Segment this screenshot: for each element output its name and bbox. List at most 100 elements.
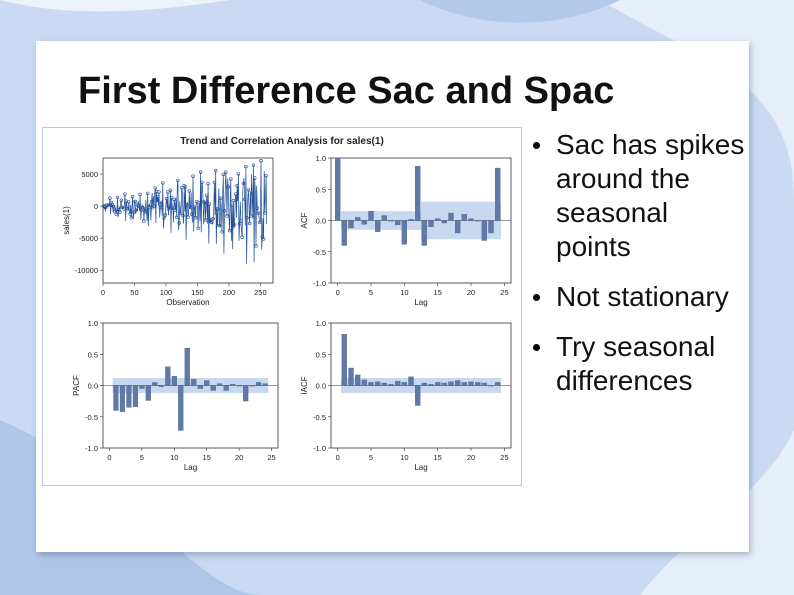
series-x-tick-label: 100 <box>160 288 173 297</box>
series-point <box>115 195 120 200</box>
iacf-bar <box>481 382 487 386</box>
bullet-item: Try seasonal differences <box>530 330 745 398</box>
series-point <box>256 211 261 216</box>
bullet-text: Not stationary <box>556 281 729 312</box>
series-point <box>227 228 232 233</box>
series-point <box>235 183 239 188</box>
iacf-y-tick-label: 0.0 <box>316 382 326 391</box>
series-point <box>206 181 210 186</box>
series-point <box>239 219 243 223</box>
iacf-bar <box>348 367 354 386</box>
iacf-y-tick-label: 1.0 <box>316 319 326 328</box>
acf-y-axis-label: ACF <box>300 212 309 228</box>
acf-bar <box>461 214 467 221</box>
iacf-bar <box>441 382 447 386</box>
series-point <box>211 216 215 221</box>
series-point <box>217 223 222 228</box>
series-x-tick-label: 0 <box>101 288 105 297</box>
series-point <box>111 204 116 209</box>
series-point <box>148 203 152 208</box>
series-point <box>157 190 161 194</box>
pacf-y-tick-label: 0.0 <box>88 382 98 391</box>
acf-bar <box>395 220 401 226</box>
series-point <box>225 214 229 218</box>
series-point <box>105 203 110 207</box>
series-point <box>130 194 135 199</box>
pacf-bar <box>243 385 249 402</box>
pacf-x-tick-label: 5 <box>140 453 144 462</box>
series-y-axis-label: sales(1) <box>62 206 71 235</box>
series-point <box>258 220 262 225</box>
series-point <box>169 195 174 200</box>
acf-bar <box>421 220 427 246</box>
acf-bar <box>368 210 374 221</box>
figure-title: Trend and Correlation Analysis for sales… <box>180 136 384 147</box>
pacf-bar <box>262 383 268 386</box>
pacf-bar <box>152 382 158 386</box>
iacf-bar <box>341 334 347 386</box>
iacf-bar <box>495 382 501 386</box>
acf-bar <box>408 219 414 221</box>
iacf-x-tick-label: 10 <box>400 453 408 462</box>
iacf-y-axis-label: IACF <box>300 376 309 394</box>
pacf-bar <box>236 385 242 387</box>
series-point <box>200 180 204 184</box>
pacf-bar <box>191 379 197 386</box>
pacf-bar <box>113 385 119 411</box>
series-x-tick-label: 50 <box>130 288 138 297</box>
pacf-bar <box>204 380 210 386</box>
series-point <box>118 210 122 214</box>
acf-bar <box>415 165 421 221</box>
iacf-x-tick-label: 5 <box>369 453 373 462</box>
acf-bar <box>455 220 461 234</box>
acf-bar <box>435 218 441 221</box>
series-point <box>232 223 237 227</box>
iacf-bar <box>461 382 467 386</box>
iacf-bar <box>401 382 407 386</box>
acf-x-tick-label: 5 <box>369 288 373 297</box>
series-point <box>231 198 236 203</box>
series-point <box>161 181 165 185</box>
series-point <box>108 196 112 200</box>
acf-y-tick-label: -1.0 <box>313 279 326 288</box>
iacf-bar <box>395 380 401 386</box>
pacf-bar <box>217 383 223 386</box>
acf-y-tick-label: 0.0 <box>316 217 326 226</box>
slide-title: First Difference Sac and Spac <box>78 70 615 112</box>
pacf-bar <box>132 385 139 407</box>
series-point <box>164 196 169 201</box>
iacf-y-tick-label: -1.0 <box>313 444 326 453</box>
pacf-y-tick-label: 1.0 <box>88 319 98 328</box>
series-point <box>251 163 256 167</box>
acf-bar <box>488 220 494 234</box>
series-point <box>181 213 185 218</box>
series-point <box>248 221 252 226</box>
figure-svg: Trend and Correlation Analysis for sales… <box>62 136 512 472</box>
pacf-bar <box>210 385 216 391</box>
series-point <box>125 207 130 211</box>
iacf-x-axis-label: Lag <box>414 463 427 472</box>
series-point <box>191 174 195 178</box>
acf-bar <box>335 157 341 221</box>
series-point <box>173 208 178 212</box>
series-point <box>139 208 144 212</box>
iacf-y-tick-label: -0.5 <box>313 413 326 422</box>
series-point <box>221 172 226 177</box>
series-point <box>188 205 193 210</box>
pacf-x-tick-label: 15 <box>203 453 211 462</box>
iacf-bar <box>428 384 434 386</box>
series-point <box>197 201 202 205</box>
series-point <box>137 204 141 208</box>
bullet-list: Sac has spikes around the seasonal point… <box>530 128 745 414</box>
series-point <box>138 192 142 197</box>
series-point <box>229 177 233 181</box>
pacf-x-tick-label: 0 <box>107 453 111 462</box>
series-point <box>244 164 248 169</box>
series-line <box>103 160 268 264</box>
pacf-x-tick-label: 10 <box>170 453 178 462</box>
pacf-bar <box>255 382 262 386</box>
series-y-tick-label: 5000 <box>81 170 98 179</box>
series-point <box>259 159 263 163</box>
series-y-tick-label: -10000 <box>75 266 98 275</box>
bullet-text: Try seasonal differences <box>556 331 716 396</box>
